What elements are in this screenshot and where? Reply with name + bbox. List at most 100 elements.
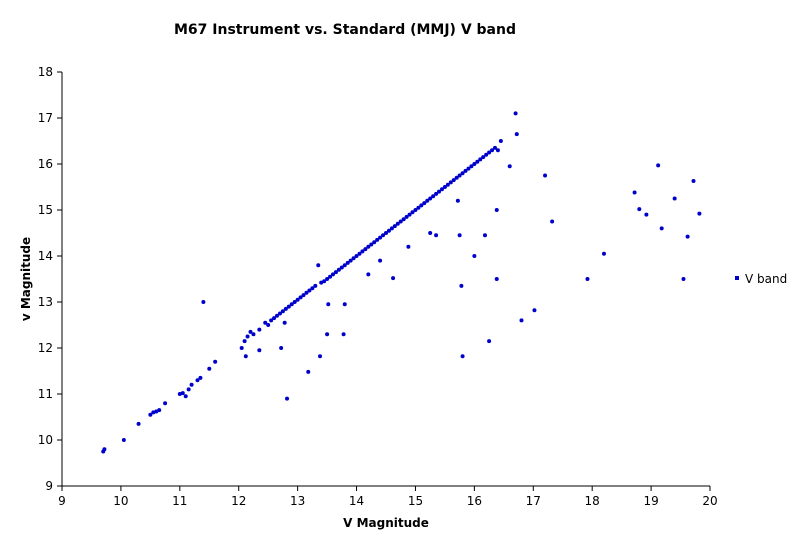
data-point <box>475 159 480 164</box>
data-point <box>494 277 499 281</box>
data-point <box>484 152 489 157</box>
data-points <box>101 111 702 454</box>
data-point <box>266 323 271 327</box>
data-point <box>248 329 253 334</box>
data-point <box>532 308 537 313</box>
data-point <box>275 313 280 318</box>
data-point <box>363 247 368 252</box>
data-point <box>243 354 248 359</box>
data-point <box>494 208 499 212</box>
data-point <box>282 320 287 325</box>
data-point <box>459 283 464 288</box>
data-point <box>644 212 649 217</box>
data-point <box>136 421 141 426</box>
x-tick-label: 11 <box>172 494 187 508</box>
data-point <box>601 251 606 256</box>
data-point <box>180 391 185 396</box>
data-point <box>492 145 497 150</box>
data-point <box>401 217 406 222</box>
data-point <box>295 297 300 302</box>
data-point <box>425 198 430 203</box>
data-point <box>406 244 411 249</box>
data-point <box>481 155 486 160</box>
data-point <box>378 258 383 263</box>
data-point <box>242 339 247 344</box>
data-point <box>318 354 323 359</box>
data-point <box>375 237 380 242</box>
data-point <box>448 180 453 185</box>
x-tick-label: 17 <box>526 494 541 508</box>
y-tick-label: 14 <box>38 249 53 263</box>
data-point <box>372 240 377 245</box>
data-point <box>213 359 218 364</box>
x-tick-label: 12 <box>231 494 246 508</box>
data-point <box>102 447 107 452</box>
data-point <box>407 212 412 217</box>
legend: V band <box>735 272 787 286</box>
data-point <box>428 231 433 235</box>
x-axis-ticks: 9 10 11 12 13 14 15 16 17 18 19 20 <box>58 486 718 508</box>
x-axis-label: V Magnitude <box>343 516 429 530</box>
y-tick-label: 15 <box>38 203 53 217</box>
data-point <box>333 270 338 275</box>
data-point <box>292 300 297 304</box>
data-point <box>310 286 315 291</box>
data-point <box>348 258 353 263</box>
data-point <box>283 306 288 311</box>
y-tick-label: 17 <box>38 111 53 125</box>
plot-area <box>61 72 710 487</box>
data-point <box>183 394 188 399</box>
data-point <box>285 396 290 401</box>
data-point <box>419 203 424 208</box>
data-point <box>384 231 388 235</box>
data-point <box>398 219 403 224</box>
data-point <box>434 191 439 196</box>
data-point <box>286 304 291 309</box>
data-point <box>451 178 456 183</box>
data-point <box>298 295 303 300</box>
x-tick-label: 19 <box>643 494 658 508</box>
data-point <box>245 334 250 339</box>
y-axis-ticks: 9 10 11 12 13 14 15 16 17 18 <box>38 65 62 493</box>
data-point <box>672 196 677 201</box>
data-point <box>201 300 206 304</box>
x-tick-label: 9 <box>58 494 66 508</box>
data-point <box>301 293 306 298</box>
data-point <box>550 219 555 224</box>
data-point <box>163 401 168 406</box>
data-point <box>357 251 362 256</box>
data-point <box>442 185 447 189</box>
data-point <box>495 148 500 153</box>
data-point <box>460 354 465 359</box>
data-point <box>392 224 397 229</box>
data-point <box>478 157 483 162</box>
data-point <box>389 226 394 231</box>
legend-label: V band <box>745 272 787 286</box>
data-point <box>681 277 686 281</box>
data-point <box>410 210 415 215</box>
data-point <box>457 233 462 238</box>
x-tick-label: 14 <box>349 494 364 508</box>
data-point <box>325 332 330 337</box>
data-point <box>487 150 492 155</box>
data-point <box>428 196 433 201</box>
data-point <box>307 288 312 293</box>
data-point <box>341 332 346 337</box>
data-point <box>328 274 333 279</box>
x-tick-label: 15 <box>408 494 423 508</box>
data-point <box>304 290 309 295</box>
data-point <box>280 309 285 314</box>
data-point <box>466 166 471 171</box>
data-point <box>472 162 477 166</box>
data-point <box>416 205 421 210</box>
data-point <box>325 277 330 281</box>
data-point <box>277 311 282 316</box>
data-point <box>369 242 374 247</box>
data-point <box>342 302 347 307</box>
data-point <box>313 283 318 288</box>
data-point <box>239 346 244 350</box>
x-tick-label: 10 <box>113 494 128 508</box>
data-point <box>413 208 418 212</box>
data-point <box>336 267 341 272</box>
data-point <box>487 339 492 344</box>
